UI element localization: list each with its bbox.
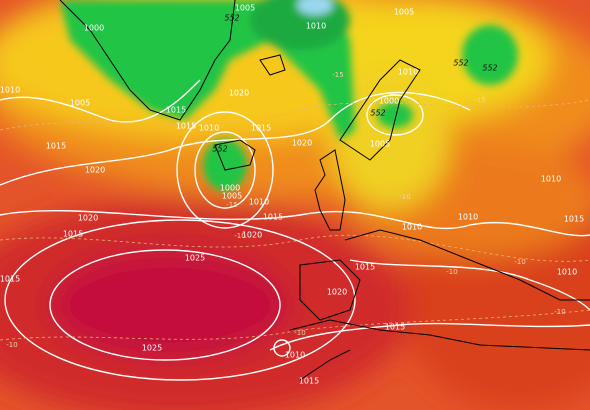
temperature-label: -10 bbox=[514, 258, 525, 266]
height-label: 552 bbox=[212, 145, 227, 154]
height-label: 552 bbox=[482, 64, 497, 73]
isobar-label: 1010 bbox=[541, 175, 561, 184]
isobar-label: 1015 bbox=[63, 230, 83, 239]
isobar-label: 1010 bbox=[199, 124, 219, 133]
temperature-label: -10 bbox=[399, 193, 410, 201]
isobar-label: 1010 bbox=[285, 351, 305, 360]
isobar-label: 1010 bbox=[249, 198, 269, 207]
isobar-label: 1015 bbox=[166, 106, 186, 115]
isobar-label: 1025 bbox=[142, 344, 162, 353]
temperature-label: -10 bbox=[294, 329, 305, 337]
isobar-label: 1015 bbox=[176, 122, 196, 131]
isobar-label: 1005 bbox=[222, 192, 242, 201]
height-label: 552 bbox=[224, 14, 239, 23]
isobar-label: 1015 bbox=[299, 377, 319, 386]
isobar-label: 1020 bbox=[78, 214, 98, 223]
isobar-label: 1010 bbox=[557, 268, 577, 277]
isobar-label: 1005 bbox=[394, 8, 414, 17]
height-label: 552 bbox=[453, 59, 468, 68]
isobar-label: 1010 bbox=[0, 86, 20, 95]
temperature-label: -10 bbox=[446, 268, 457, 276]
height-label: 552 bbox=[370, 109, 385, 118]
temperature-label: -10 bbox=[6, 341, 17, 349]
temperature-label: -15 bbox=[332, 71, 343, 79]
isobar-label: 1015 bbox=[263, 213, 283, 222]
isobar-label: 1020 bbox=[327, 288, 347, 297]
isobar-label: 1005 bbox=[370, 140, 390, 149]
isobar-label: 1010 bbox=[398, 68, 418, 77]
isobar-label: 1000 bbox=[84, 24, 104, 33]
isobar-label: 1005 bbox=[235, 4, 255, 13]
isobar-label: 1015 bbox=[385, 323, 405, 332]
isobars bbox=[0, 79, 590, 381]
temperature-label: -10 bbox=[234, 232, 245, 240]
isobar-label: 1000 bbox=[220, 184, 240, 193]
temperature-label: -10 bbox=[554, 308, 565, 316]
isobar-label: 1020 bbox=[85, 166, 105, 175]
isobar-label: 1010 bbox=[306, 22, 326, 31]
isobar-label: 1000 bbox=[379, 97, 399, 106]
isobar-label: 1015 bbox=[355, 263, 375, 272]
isobar-label: 1015 bbox=[251, 124, 271, 133]
isobar-label: 1010 bbox=[402, 223, 422, 232]
thickness-lines bbox=[0, 99, 590, 341]
isobar-label: 1020 bbox=[292, 139, 312, 148]
isobar-label: 1015 bbox=[0, 275, 20, 284]
temperature-label: -15 bbox=[226, 201, 237, 209]
isobar-label: 1020 bbox=[229, 89, 249, 98]
coastlines bbox=[59, 0, 590, 381]
isobar-label: 1015 bbox=[564, 215, 584, 224]
isobar-label: 1015 bbox=[46, 142, 66, 151]
isobar-label: 1020 bbox=[242, 231, 262, 240]
isobar-label: 1005 bbox=[70, 99, 90, 108]
temperature-label: -15 bbox=[474, 96, 485, 104]
isobar-label: 1010 bbox=[458, 213, 478, 222]
isobar-label: 1025 bbox=[185, 254, 205, 263]
